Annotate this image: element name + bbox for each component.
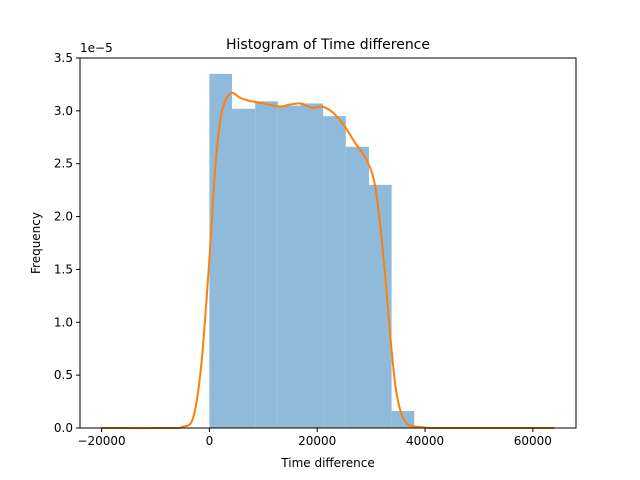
y-tick-label: 1.5 [54, 262, 73, 276]
histogram-bar-1 [232, 108, 256, 428]
y-tick-label: 0.5 [54, 368, 73, 382]
kde-line [101, 91, 555, 430]
chart-title: Histogram of Time difference [226, 37, 430, 53]
y-tick-label: 3.5 [54, 51, 73, 65]
histogram-bars [209, 73, 415, 429]
histogram-bar-5 [323, 116, 346, 429]
x-axis-label: Time difference [280, 456, 374, 470]
x-tick-label: 60000 [514, 434, 552, 448]
y-scale-label: 1e−5 [80, 41, 113, 55]
x-tick-label: 0 [206, 434, 214, 448]
y-tick-label: 3.0 [54, 104, 73, 118]
histogram-bar-6 [345, 146, 369, 429]
x-tick-label: 20000 [298, 434, 336, 448]
y-tick-label: 0.0 [54, 421, 73, 435]
x-tick-label: 40000 [406, 434, 444, 448]
histogram-bar-3 [277, 105, 301, 429]
histogram-bar-2 [255, 101, 278, 428]
histogram-bar-0 [209, 73, 233, 428]
plot-frame [79, 57, 577, 429]
x-axis-ticks: −20000 0 20000 40000 60000 [77, 428, 552, 448]
y-axis-label: Frequency [29, 212, 43, 274]
y-tick-label: 2.0 [54, 210, 73, 224]
y-tick-label: 1.0 [54, 315, 73, 329]
histogram-bar-4 [300, 103, 324, 428]
y-axis-ticks: 0.0 0.5 1.0 1.5 2.0 2.5 3.0 3.5 [54, 51, 80, 435]
y-tick-label: 2.5 [54, 157, 73, 171]
histogram-bar-7 [368, 184, 392, 428]
x-tick-label: −20000 [77, 434, 125, 448]
